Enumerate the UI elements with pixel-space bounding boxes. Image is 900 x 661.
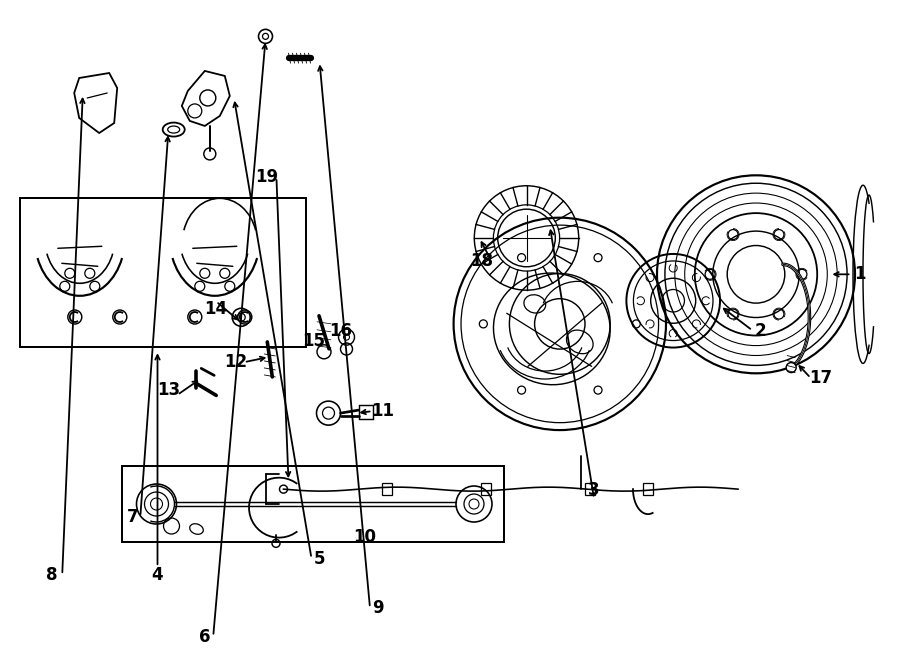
Text: 6: 6 bbox=[200, 627, 211, 646]
Bar bbox=[382, 483, 392, 495]
Text: 15: 15 bbox=[302, 332, 325, 350]
Text: 8: 8 bbox=[47, 566, 58, 584]
Text: 19: 19 bbox=[255, 168, 278, 186]
Text: 2: 2 bbox=[755, 321, 766, 340]
Text: 9: 9 bbox=[373, 599, 383, 617]
Circle shape bbox=[787, 363, 796, 373]
Text: 7: 7 bbox=[127, 508, 138, 526]
Text: 1: 1 bbox=[854, 265, 865, 284]
Bar bbox=[584, 483, 595, 495]
Text: 10: 10 bbox=[353, 527, 376, 546]
Bar bbox=[481, 483, 491, 495]
Bar bbox=[643, 483, 653, 495]
Text: 11: 11 bbox=[371, 402, 394, 420]
Text: 4: 4 bbox=[152, 566, 163, 584]
Text: 17: 17 bbox=[809, 369, 832, 387]
Text: 5: 5 bbox=[314, 549, 325, 568]
Text: 12: 12 bbox=[224, 353, 248, 371]
Text: 14: 14 bbox=[204, 300, 228, 319]
Text: 3: 3 bbox=[589, 481, 599, 500]
Bar bbox=[358, 405, 373, 419]
Bar bbox=[122, 466, 504, 542]
Text: 16: 16 bbox=[328, 321, 352, 340]
Bar bbox=[20, 198, 306, 347]
Text: 13: 13 bbox=[158, 381, 181, 399]
Text: 18: 18 bbox=[470, 252, 493, 270]
